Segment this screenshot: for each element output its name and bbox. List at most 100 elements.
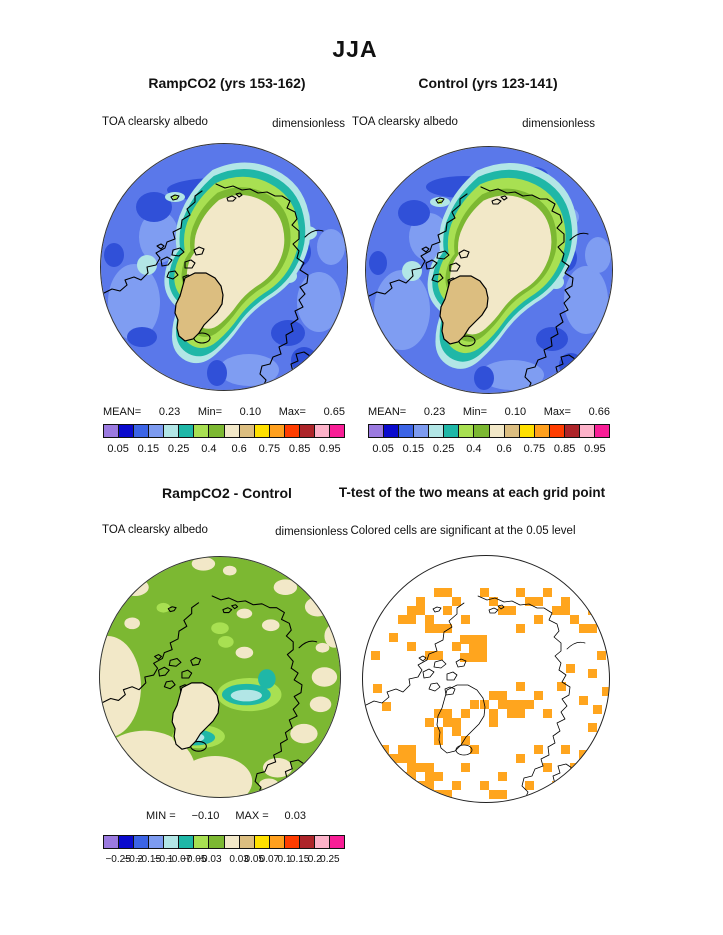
tick-label: 0.03 (229, 854, 249, 865)
stat-label: Max= (543, 406, 571, 418)
ocean-light-patches (108, 205, 345, 386)
map-ttest-content (363, 556, 609, 802)
stat-label: MAX = (235, 810, 269, 822)
ltgreen-patches (156, 602, 234, 648)
stat-label: Max= (278, 406, 306, 418)
stat-value: 0.23 (158, 406, 181, 418)
stat-value: −0.10 (191, 810, 220, 822)
colorbar-cell (284, 836, 300, 848)
tick-label: 0.75 (258, 443, 281, 455)
colorbar-cell (549, 425, 565, 437)
colorbar-cell (134, 836, 150, 848)
tick-label: 0.85 (288, 443, 311, 455)
tick-label: 0.15 (289, 854, 310, 865)
ttest-base (363, 556, 609, 802)
stat-label: MEAN= (103, 406, 142, 418)
colorbar-cell (194, 425, 210, 437)
tick-label: 0.6 (496, 443, 512, 455)
negative-feature-kara (217, 669, 282, 712)
colorbar-cell (104, 836, 120, 848)
map-rampco2 (100, 143, 348, 391)
colorbar-ticks-control: 0.05 0.15 0.25 0.4 0.6 0.75 0.85 0.95 (368, 443, 610, 456)
stat-value: 0.66 (588, 406, 610, 418)
colorbar-cell (504, 425, 520, 437)
colorbar-cell (224, 836, 240, 848)
tick-label: 0.15 (402, 443, 425, 455)
colorbar-cell (104, 425, 120, 437)
significant-cells-layer (371, 588, 609, 802)
stats-control: MEAN= 0.23 Min= 0.10 Max= 0.66 (368, 406, 610, 418)
colorbar-cell (444, 425, 460, 437)
panel-title-rampco2: RampCO2 (yrs 153-162) (148, 75, 306, 91)
units-label-control: dimensionless (522, 118, 595, 130)
colorbar-cell (164, 836, 180, 848)
colorbar-cell (399, 425, 415, 437)
var-label-diff: TOA clearsky albedo (102, 524, 208, 536)
colorbar-cell (239, 425, 255, 437)
units-label-rampco2: dimensionless (272, 118, 345, 130)
tick-label: −0.1 (153, 854, 174, 865)
tick-label: 0.95 (319, 443, 341, 455)
map-border (100, 143, 348, 391)
colorbar-cell (519, 425, 535, 437)
colorbar-cell (414, 425, 430, 437)
tick-label: 0.1 (277, 854, 292, 865)
colorbar-cell (489, 425, 505, 437)
tick-label: −0.2 (123, 854, 144, 865)
map-rampco2-content (101, 144, 347, 390)
tick-label: 0.25 (320, 854, 340, 865)
tick-label: 0.07 (259, 854, 280, 865)
tick-label: −0.25 (105, 854, 131, 865)
colorbar-cell (314, 836, 330, 848)
figure-title: JJA (332, 36, 378, 62)
tick-label: −0.07 (165, 854, 192, 865)
stats-diff: MIN = −0.10 MAX = 0.03 (146, 810, 306, 822)
colorbar-cell (534, 425, 550, 437)
colorbar-cell (179, 425, 195, 437)
tick-label: 0.25 (432, 443, 455, 455)
stat-label: MEAN= (368, 406, 407, 418)
tick-label: −0.03 (196, 854, 222, 865)
tick-label: 0.4 (466, 443, 482, 455)
var-label-control: TOA clearsky albedo (352, 116, 458, 128)
colorbar-cell (299, 425, 315, 437)
colorbar-cell (594, 425, 609, 437)
colorbar-cell (254, 836, 270, 848)
map-ttest (362, 555, 610, 803)
colorbar-cell (224, 425, 240, 437)
colorbar-ticks-rampco2: 0.05 0.15 0.25 0.4 0.6 0.75 0.85 0.95 (103, 443, 345, 456)
colorbar-cell (149, 425, 165, 437)
colorbar-cell (209, 425, 225, 437)
colorbar-cell (239, 836, 255, 848)
tick-label: 0.15 (137, 443, 160, 455)
panel-title-control: Control (yrs 123-141) (418, 75, 558, 91)
colorbar-albedo-control (368, 424, 610, 438)
panel-title-ttest: T-test of the two means at each grid poi… (338, 485, 606, 500)
colorbar-cell (429, 425, 445, 437)
tick-label: −0.15 (135, 854, 162, 865)
ttest-note: Colored cells are significant at the 0.0… (350, 525, 576, 537)
map-control-content (366, 147, 612, 393)
island-dot (173, 195, 177, 199)
panel-title-diff: RampCO2 - Control (162, 485, 292, 501)
tick-label: 0.6 (231, 443, 247, 455)
colorbar-cell (329, 836, 344, 848)
stat-value: 0.65 (323, 406, 345, 418)
stat-label: Min= (197, 406, 223, 418)
stat-value: 0.10 (239, 406, 262, 418)
colorbar-ticks-diff: −0.25 −0.2 −0.15 −0.1 −0.07 −0.05 −0.03 0.03 0.0… (103, 854, 345, 867)
colorbar-cell (194, 836, 210, 848)
tick-label: 0.05 (372, 443, 394, 455)
colorbar-cell (369, 425, 385, 437)
tick-label: 0.4 (201, 443, 217, 455)
colorbar-cell (269, 425, 285, 437)
colorbar-cell (179, 836, 195, 848)
stat-label: MIN = (146, 810, 176, 822)
colorbar-cell (209, 836, 225, 848)
tick-label: 0.95 (584, 443, 606, 455)
var-label-rampco2: TOA clearsky albedo (102, 116, 208, 128)
colorbar-cell (459, 425, 475, 437)
colorbar-cell (149, 836, 165, 848)
stat-label: Min= (462, 406, 488, 418)
